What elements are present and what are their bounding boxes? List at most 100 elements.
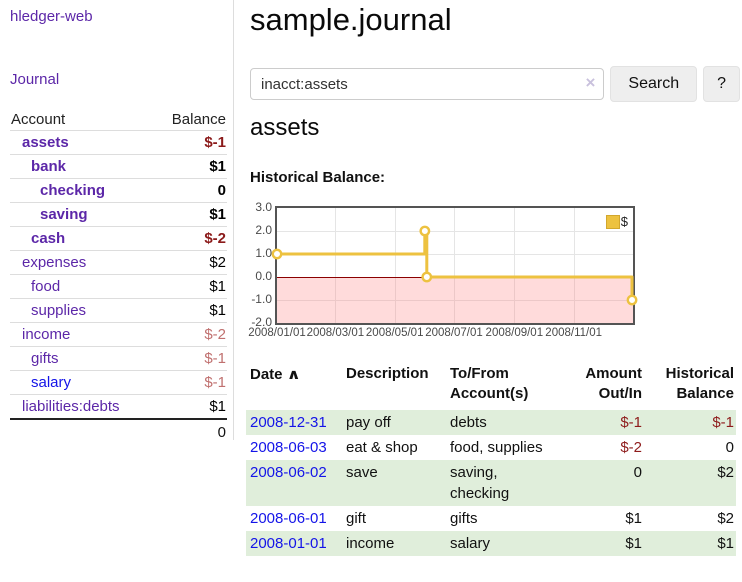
negative-region — [277, 277, 633, 323]
account-link[interactable]: bank — [31, 158, 67, 175]
date-cell: 2008-06-02 — [246, 460, 342, 506]
balance-cell: 0 — [725, 439, 734, 456]
x-tick-label: 2008/05/01 — [365, 327, 424, 339]
series-line — [277, 229, 634, 300]
legend-swatch-icon — [605, 214, 620, 229]
register-row: 2008-12-31 pay off debts $-1 $-1 — [246, 410, 736, 435]
date-link[interactable]: 2008-12-31 — [250, 414, 327, 431]
y-tick-label: 1.0 — [255, 246, 272, 260]
amount-cell: 0 — [572, 460, 644, 506]
account-link[interactable]: expenses — [22, 254, 87, 271]
description-cell: pay off — [342, 410, 446, 435]
accounts-total-value: 0 — [217, 423, 226, 441]
y-tick-label: 0.0 — [255, 269, 272, 283]
x-tick-label: 2008/03/01 — [306, 327, 365, 339]
data-point-marker — [421, 271, 433, 283]
clear-search-icon[interactable]: × — [585, 73, 596, 92]
search-box: × — [250, 68, 605, 100]
register-row: 2008-06-01 gift gifts $1 $2 — [246, 506, 736, 531]
balance-cell: $2 — [644, 460, 736, 506]
account-link[interactable]: assets — [22, 134, 69, 151]
accounts-header-balance: Balance — [171, 110, 226, 128]
help-button[interactable]: ? — [703, 66, 740, 102]
gridline-vertical — [394, 208, 396, 323]
accounts-rows: assets $-1 bank $1 checking 0 saving $1 cash $-2 e… — [10, 131, 227, 420]
gridline-vertical — [573, 208, 575, 323]
date-cell: 2008-01-01 — [246, 531, 342, 556]
accounts-header-line2: Account(s) — [450, 385, 529, 402]
date-link[interactable]: 2008-06-01 — [250, 510, 327, 527]
account-link[interactable]: gifts — [31, 350, 59, 367]
account-row: income $-2 — [10, 323, 227, 347]
account-link[interactable]: salary — [31, 374, 72, 391]
column-header-date[interactable]: Date ∧ — [246, 362, 342, 410]
register-row: 2008-06-02 save saving, checking 0 $2 — [246, 460, 736, 506]
account-heading: assets — [250, 114, 320, 141]
chart-title: Historical Balance: — [250, 169, 386, 186]
date-cell: 2008-06-01 — [246, 506, 342, 531]
account-row: checking 0 — [10, 179, 227, 203]
register-body: 2008-12-31 pay off debts $-1 $-1 2008-06-03 ea… — [246, 410, 736, 556]
y-tick-label: -2.0 — [251, 315, 272, 329]
y-tick-label: 2.0 — [255, 223, 272, 237]
y-tick-label: 3.0 — [255, 200, 272, 214]
account-balance: $-1 — [204, 134, 226, 151]
column-header-amount: Amount Out/In — [572, 362, 644, 410]
account-link[interactable]: saving — [40, 206, 88, 223]
account-balance: $1 — [209, 278, 226, 295]
search-button[interactable]: Search — [610, 66, 698, 102]
data-point-marker — [419, 225, 431, 237]
column-header-historical: Historical Balance — [644, 362, 736, 410]
register-table: Date ∧ Description To/From Account(s) Amo… — [246, 362, 736, 556]
account-row: salary $-1 — [10, 371, 227, 395]
x-tick-label: 2008/09/01 — [485, 327, 544, 339]
account-balance: $-2 — [204, 326, 226, 343]
amount-cell: $-1 — [572, 410, 644, 435]
search-input[interactable] — [250, 68, 605, 100]
historical-header-line1: Historical — [665, 365, 734, 382]
gridline-horizontal — [277, 231, 633, 232]
account-row: saving $1 — [10, 203, 227, 227]
account-link[interactable]: income — [22, 326, 71, 343]
account-link[interactable]: checking — [40, 182, 106, 199]
column-header-description: Description — [342, 362, 446, 410]
app-title-link[interactable]: hledger-web — [10, 8, 93, 25]
account-row: bank $1 — [10, 155, 227, 179]
gridline-vertical — [335, 208, 337, 323]
register-row: 2008-01-01 income salary $1 $1 — [246, 531, 736, 556]
account-link[interactable]: liabilities:debts — [22, 398, 120, 415]
description-cell: save — [342, 460, 446, 506]
y-tick-label: -1.0 — [251, 292, 272, 306]
accounts-total-row: 0 — [10, 420, 227, 444]
description-header-label: Description — [346, 365, 429, 382]
account-balance: $-2 — [204, 230, 226, 247]
main-content: sample.journal × Search ? assets Histori… — [246, 0, 742, 582]
accounts-table-header: Account Balance — [10, 108, 227, 131]
search-bar: × Search ? — [250, 66, 740, 102]
chart-plot-area: $ — [271, 206, 638, 325]
date-link[interactable]: 2008-06-03 — [250, 439, 327, 456]
balance-cell: $-1 — [644, 410, 736, 435]
date-link[interactable]: 2008-01-01 — [250, 535, 327, 552]
date-link[interactable]: 2008-06-02 — [250, 464, 327, 481]
account-balance: $-1 — [204, 374, 226, 391]
balance-cell: $1 — [644, 531, 736, 556]
account-row: supplies $1 — [10, 299, 227, 323]
accounts-table: Account Balance assets $-1 bank $1 checking 0… — [10, 108, 227, 444]
account-balance: 0 — [217, 182, 226, 199]
journal-nav-link[interactable]: Journal — [10, 71, 60, 88]
historical-header-line2: Balance — [676, 385, 734, 402]
gridline-horizontal — [277, 254, 633, 255]
account-link[interactable]: food — [31, 278, 61, 295]
sort-ascending-icon: ∧ — [286, 366, 301, 382]
x-tick-label: 2008/01/01 — [248, 327, 306, 339]
x-tick-label: 2008/11/01 — [545, 327, 603, 339]
account-link[interactable]: supplies — [31, 302, 87, 319]
gridline-vertical — [454, 208, 456, 323]
accounts-header-account: Account — [11, 110, 66, 128]
account-link[interactable]: cash — [31, 230, 66, 247]
date-header-label: Date — [250, 366, 283, 383]
account-row: assets $-1 — [10, 131, 227, 155]
amount-header-line1: Amount — [585, 365, 642, 382]
balance-cell: $2 — [717, 510, 734, 527]
